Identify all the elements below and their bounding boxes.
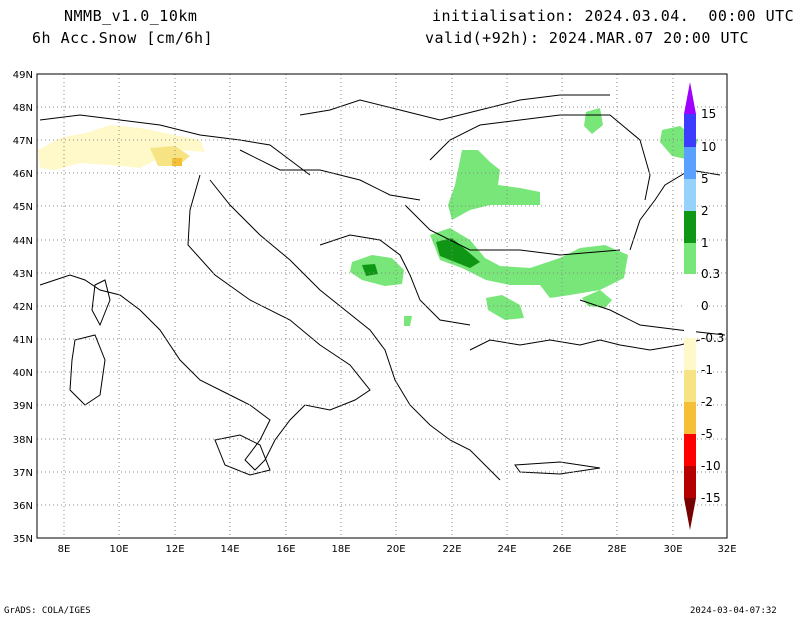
colorbar-label: 10 (701, 140, 716, 154)
romania-border (429, 114, 651, 201)
lon-tick-label: 16E (276, 544, 295, 555)
lon-tick-label: 30E (663, 544, 682, 555)
danube-border (404, 204, 621, 256)
colorbar-swatch (684, 243, 696, 274)
colorbar-label: 15 (701, 107, 716, 121)
alps-snow-max (172, 158, 182, 166)
sardinia-coast (69, 334, 106, 406)
corsica-coast (91, 279, 111, 327)
lat-tick-label: 39N (13, 401, 33, 412)
colorbar-label: -2 (701, 395, 713, 409)
colorbar-swatch (684, 211, 696, 243)
map-frame (36, 73, 728, 539)
colorbar-label: -15 (701, 491, 721, 505)
colorbar-label: -5 (701, 427, 713, 441)
adriatic-east-coast (209, 179, 501, 481)
lon-tick-label: 28E (607, 544, 626, 555)
graticule (37, 74, 727, 538)
lon-tick-label: 22E (442, 544, 461, 555)
lon-axis: 8E 10E 12E 14E 16E 18E 20E 22E 24E 26E 2… (58, 544, 737, 555)
colorbar-label: -0.3 (701, 331, 724, 345)
model-title: NMMB_v1.0_10km (64, 7, 198, 25)
colorbar-swatch (684, 402, 696, 434)
italy-coast (39, 174, 371, 471)
lat-tick-label: 36N (13, 501, 33, 512)
field-title: 6h Acc.Snow [cm/6h] (32, 29, 214, 47)
init-time: initialisation: 2024.03.04. 00:00 UTC (432, 7, 795, 25)
lon-tick-label: 12E (165, 544, 184, 555)
colorbar-swatch (684, 147, 696, 179)
crete-coast (514, 461, 601, 475)
lat-tick-label: 44N (13, 236, 33, 247)
bulgaria-snow-area (430, 228, 628, 298)
lat-tick-label: 40N (13, 368, 33, 379)
colorbar-swatch (684, 274, 696, 338)
colorbar-swatch (684, 338, 696, 370)
colorbar-swatch (684, 179, 696, 211)
hungary-border (239, 149, 421, 201)
colorbar-label: 0.3 (701, 267, 720, 281)
footer-credit: GrADS: COLA/IGES (4, 606, 91, 616)
greece-north-snow-area (486, 295, 524, 320)
carpathian-border (299, 94, 610, 121)
lat-axis: 35N 36N 37N 38N 39N 40N 41N 42N 43N 44N … (13, 70, 33, 545)
alps-snow-area (38, 125, 205, 170)
coastline-layer (39, 94, 726, 481)
colorbar-bottom-arrow (684, 498, 696, 530)
lon-tick-label: 24E (497, 544, 516, 555)
aegean-coast (469, 339, 701, 351)
alps-border (39, 114, 311, 176)
colorbar-label: -10 (701, 459, 721, 473)
lon-tick-label: 14E (220, 544, 239, 555)
snow-field-layer (38, 108, 698, 326)
colorbar-swatch (684, 434, 696, 466)
lat-tick-label: 35N (13, 534, 33, 545)
colorbar: 15 10 5 2 1 0.3 0 -0.3 -1 -2 -5 -10 -15 (684, 82, 724, 530)
lon-tick-label: 20E (386, 544, 405, 555)
colorbar-swatch (684, 114, 696, 147)
lon-tick-label: 10E (109, 544, 128, 555)
lat-tick-label: 41N (13, 335, 33, 346)
colorbar-label: 2 (701, 204, 709, 218)
small-snow-area (404, 316, 412, 326)
colorbar-label: -1 (701, 363, 713, 377)
colorbar-label: 1 (701, 236, 709, 250)
lon-tick-label: 8E (58, 544, 71, 555)
colorbar-label: 5 (701, 172, 709, 186)
sicily-coast (214, 434, 271, 476)
balkan-border (319, 234, 471, 326)
lat-tick-label: 38N (13, 435, 33, 446)
lat-tick-label: 49N (13, 70, 33, 81)
lon-tick-label: 32E (717, 544, 736, 555)
lon-tick-label: 26E (552, 544, 571, 555)
lat-tick-label: 37N (13, 468, 33, 479)
colorbar-top-arrow (684, 82, 696, 114)
footer-timestamp: 2024-03-04-07:32 (690, 606, 777, 616)
lat-tick-label: 46N (13, 169, 33, 180)
colorbar-label: 0 (701, 299, 709, 313)
romania-snow-area (448, 150, 540, 220)
lat-tick-label: 43N (13, 269, 33, 280)
valid-time: valid(+92h): 2024.MAR.07 20:00 UTC (425, 29, 750, 47)
lat-tick-label: 45N (13, 202, 33, 213)
colorbar-swatch (684, 466, 696, 498)
colorbar-swatch (684, 370, 696, 402)
ukraine-snow-area (584, 108, 603, 134)
lat-tick-label: 47N (13, 136, 33, 147)
lon-tick-label: 18E (331, 544, 350, 555)
balkan-snow-area (350, 255, 404, 286)
lat-tick-label: 48N (13, 103, 33, 114)
bulgaria-snow-core (436, 238, 480, 268)
lat-tick-label: 42N (13, 302, 33, 313)
